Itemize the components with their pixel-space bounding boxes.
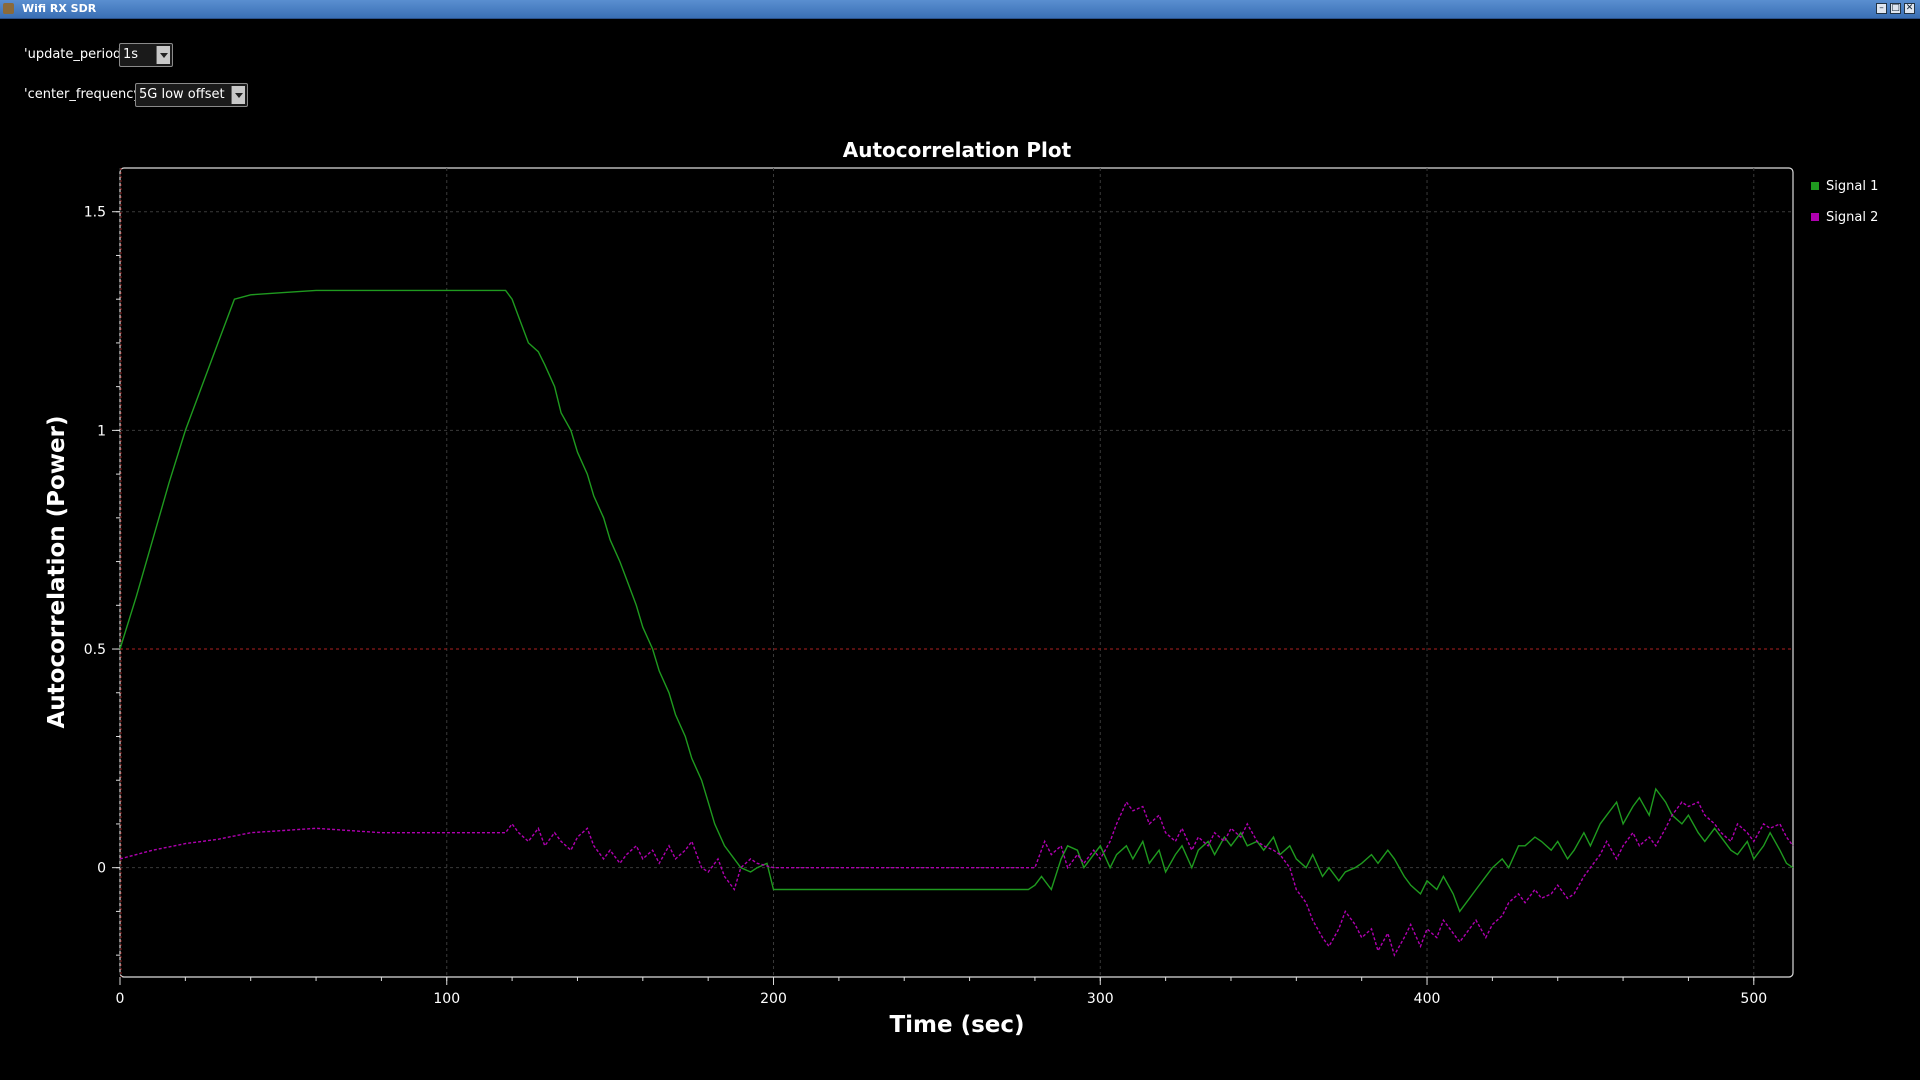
update-period-value: 1s (123, 47, 139, 62)
legend-swatch-2 (1811, 213, 1819, 221)
x-tick-label: 400 (1414, 991, 1441, 1007)
app-icon (3, 3, 14, 14)
chart-title: Autocorrelation Plot (843, 138, 1072, 162)
legend-label-1: Signal 1 (1826, 179, 1878, 194)
x-tick-label: 200 (760, 991, 787, 1007)
y-tick-label: 0 (97, 861, 106, 877)
window-titlebar[interactable]: Wifi RX SDR – □ ✕ (0, 0, 1920, 19)
x-tick-label: 300 (1087, 991, 1114, 1007)
series-line-2 (119, 800, 1794, 957)
center-frequency-label: 'center_frequency': (24, 87, 150, 102)
y-tick-label: 0.5 (84, 642, 106, 658)
update-period-label: 'update_period': (24, 47, 130, 62)
center-frequency-select[interactable]: 5G low offset (135, 83, 248, 107)
x-tick-label: 500 (1740, 991, 1767, 1007)
y-tick-label: 1.5 (84, 205, 106, 221)
y-tick-label: 1 (97, 423, 106, 439)
center-frequency-value: 5G low offset (139, 87, 225, 102)
chevron-down-icon[interactable] (156, 46, 170, 64)
legend-label-2: Signal 2 (1826, 210, 1878, 225)
window-title: Wifi RX SDR (22, 2, 97, 15)
close-icon[interactable]: ✕ (1904, 3, 1915, 14)
series-line-1 (119, 289, 1794, 913)
update-period-select[interactable]: 1s (119, 43, 173, 67)
maximize-icon[interactable]: □ (1890, 3, 1901, 14)
x-tick-label: 0 (116, 991, 125, 1007)
x-axis-label: Time (sec) (889, 1012, 1024, 1038)
y-axis-label: Autocorrelation (Power) (44, 415, 70, 728)
x-tick-label: 100 (433, 991, 460, 1007)
legend-swatch-1 (1811, 182, 1819, 190)
minimize-icon[interactable]: – (1876, 3, 1887, 14)
chevron-down-icon[interactable] (231, 86, 245, 104)
plot-frame (119, 167, 1794, 978)
